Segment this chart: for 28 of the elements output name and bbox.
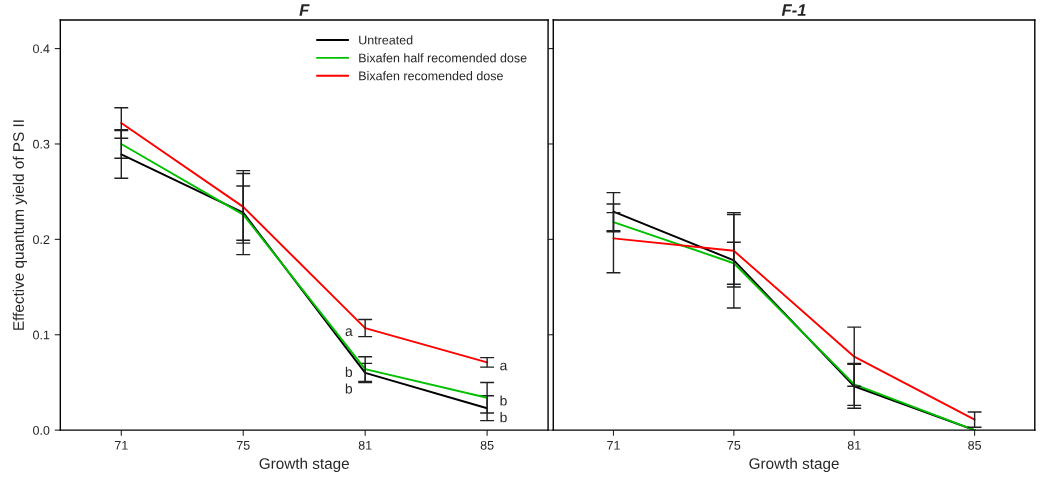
x-tick-label: 81 — [358, 440, 372, 450]
y-tick-label: 0.1 — [33, 330, 50, 340]
y-tick-label: 0.4 — [33, 44, 50, 54]
x-tick-label: 71 — [607, 441, 620, 450]
annotation: b — [500, 395, 507, 406]
chart-title: F-1 — [781, 4, 806, 16]
x-tick-label: 85 — [968, 440, 982, 450]
x-tick-label: 75 — [236, 441, 250, 450]
y-tick-label: 0.3 — [33, 139, 50, 149]
line-series — [120, 122, 489, 364]
legend-label: Untreated — [359, 35, 413, 45]
annotation: b — [500, 412, 507, 423]
y-axis-title: Effective quantum yield of PS II — [12, 120, 27, 330]
annotation: b — [345, 366, 353, 377]
chart-title: F — [299, 4, 310, 16]
legend-label: Bixafen recomended dose — [359, 71, 503, 81]
legend-label: Bixafen half recomended dose — [359, 53, 527, 63]
annotation: b — [345, 383, 353, 394]
y-tick-label: 0.0 — [33, 425, 50, 435]
y-tick-label: 0.2 — [33, 235, 50, 245]
annotation: a — [345, 328, 353, 336]
x-tick-label: 81 — [847, 440, 861, 450]
x-tick-label: 85 — [480, 440, 494, 450]
x-tick-label: 71 — [114, 441, 128, 450]
x-axis-title: Growth stage — [259, 457, 349, 472]
x-tick-label: 75 — [727, 441, 741, 450]
annotation: a — [500, 362, 508, 371]
x-axis-title: Growth stage — [749, 457, 839, 472]
